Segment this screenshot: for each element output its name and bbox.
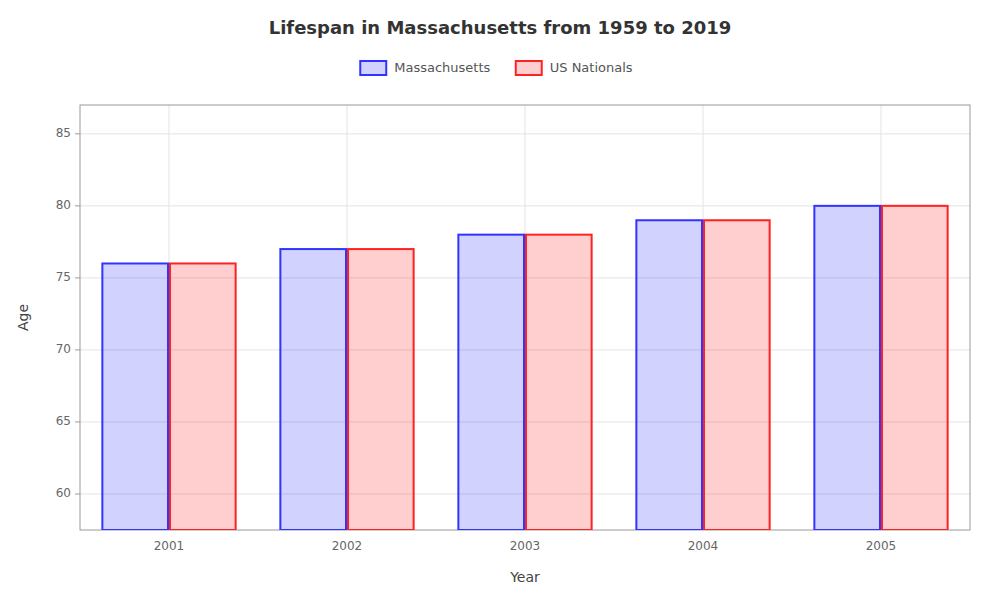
y-tick-label: 65 bbox=[56, 414, 71, 428]
x-tick-label: 2004 bbox=[688, 539, 719, 553]
legend-label: Massachusetts bbox=[394, 60, 490, 75]
x-axis-label: Year bbox=[509, 569, 540, 585]
y-tick-label: 80 bbox=[56, 198, 71, 212]
bar bbox=[280, 249, 346, 530]
legend-label: US Nationals bbox=[550, 60, 633, 75]
bar bbox=[170, 263, 236, 530]
bar bbox=[348, 249, 414, 530]
legend: Massachusetts US Nationals bbox=[360, 60, 633, 76]
bar bbox=[704, 220, 770, 530]
y-tick bbox=[75, 205, 80, 206]
y-tick-label: 85 bbox=[56, 126, 71, 140]
y-tick-label: 75 bbox=[56, 270, 71, 284]
title: Lifespan in Massachusetts from 1959 to 2… bbox=[269, 17, 732, 38]
bar bbox=[636, 220, 702, 530]
y-tick bbox=[75, 277, 80, 278]
x-tick-label: 2003 bbox=[510, 539, 541, 553]
bar bbox=[458, 235, 524, 530]
y-tick bbox=[75, 421, 80, 422]
y-tick bbox=[75, 133, 80, 134]
bar bbox=[526, 235, 592, 530]
x-tick-label: 2002 bbox=[332, 539, 363, 553]
chart-container: 60 65 70 75 80 85 2001 2002 2003 2004 2005 Year Age L… bbox=[0, 0, 1000, 600]
bar bbox=[814, 206, 880, 530]
bar bbox=[102, 263, 168, 530]
y-tick bbox=[75, 349, 80, 350]
plot-frame bbox=[80, 105, 970, 530]
y-tick-label: 60 bbox=[56, 486, 71, 500]
y-tick-label: 70 bbox=[56, 342, 71, 356]
x-tick-label: 2005 bbox=[866, 539, 897, 553]
bar bbox=[882, 206, 948, 530]
chart: 60 65 70 75 80 85 2001 2002 2003 2004 2005 Year Age L… bbox=[0, 0, 1000, 600]
legend-swatch bbox=[516, 61, 542, 75]
x-tick-label: 2001 bbox=[154, 539, 185, 553]
y-tick bbox=[75, 493, 80, 494]
y-axis-label: Age bbox=[15, 304, 31, 331]
legend-swatch bbox=[360, 61, 386, 75]
grid bbox=[80, 105, 970, 530]
bars bbox=[102, 206, 947, 530]
